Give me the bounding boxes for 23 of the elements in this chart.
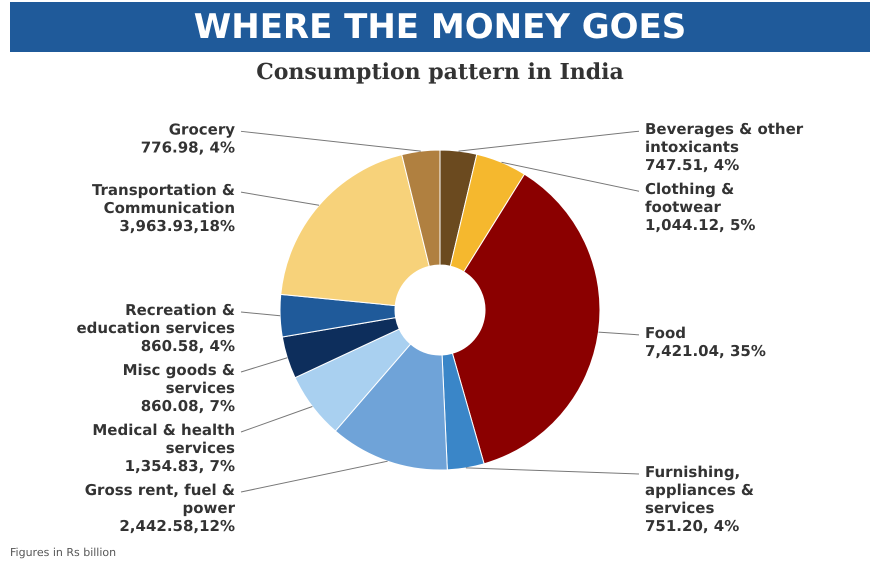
slice-label: Recreation & education services: [76, 301, 236, 337]
slice-label: Misc goods & services: [122, 361, 236, 397]
data-label: 747.51, 4%: [645, 156, 740, 174]
text: Figures in Rs billion: [10, 546, 116, 559]
slice-label: Food: [645, 324, 686, 342]
data-label: 1,354.83, 7%: [124, 457, 235, 475]
data-label: 2,442.58,12%: [119, 517, 235, 535]
slice-label: Transportation & Communication: [92, 181, 235, 218]
data-label: 860.08, 7%: [140, 397, 235, 415]
slice-label: Medical & health services: [92, 421, 236, 457]
slice-label: Grocery: [168, 120, 236, 138]
slice-label: Furnishing, appliances & services: [645, 463, 754, 517]
data-label: 776.98, 4%: [140, 138, 235, 156]
chart-subtitle: Consumption pattern in India: [256, 59, 624, 85]
data-label: 751.20, 4%: [645, 517, 740, 535]
slice-label: Clothing & footwear: [645, 180, 734, 216]
chart-title: WHERE THE MONEY GOES: [194, 7, 686, 47]
data-label: 860.58, 4%: [140, 337, 235, 355]
data-label: 7,421.04, 35%: [645, 342, 766, 360]
slice-label: Gross rent, fuel & power: [84, 481, 236, 517]
data-label: 3,963.93,18%: [119, 217, 235, 236]
data-label: 1,044.12, 5%: [645, 216, 756, 234]
slice-label: Beverages & other intoxicants: [645, 120, 804, 156]
